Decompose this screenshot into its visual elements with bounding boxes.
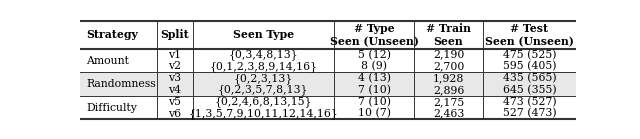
Text: Split: Split [161,29,189,40]
Text: 10 (7): 10 (7) [358,108,390,119]
Text: Amount: Amount [86,56,129,66]
Text: v1: v1 [168,50,181,60]
Text: Strategy: Strategy [86,29,138,40]
Text: Difficulty: Difficulty [86,103,137,113]
Text: v4: v4 [168,85,181,95]
Text: 8 (9): 8 (9) [361,61,387,72]
Text: 645 (355): 645 (355) [502,85,556,95]
Text: Seen Type: Seen Type [233,29,294,40]
Text: {1,3,5,7,9,10,11,12,14,16}: {1,3,5,7,9,10,11,12,14,16} [188,108,338,119]
Text: 473 (527): 473 (527) [502,97,556,107]
Text: 1,928: 1,928 [433,73,464,83]
Text: # Test
Seen (Unseen): # Test Seen (Unseen) [485,23,574,47]
Text: {0,2,4,6,8,13,15}: {0,2,4,6,8,13,15} [214,96,312,107]
Text: 2,190: 2,190 [433,50,464,60]
Bar [80,96,576,119]
Text: {0,1,2,3,8,9,14,16}: {0,1,2,3,8,9,14,16} [209,61,317,72]
Text: {0,3,4,8,13}: {0,3,4,8,13} [228,49,298,60]
Text: 2,175: 2,175 [433,97,464,107]
Text: 4 (13): 4 (13) [358,73,390,83]
Text: 2,463: 2,463 [433,109,464,119]
Text: {0,2,3,5,7,8,13}: {0,2,3,5,7,8,13} [218,85,308,95]
Text: 7 (10): 7 (10) [358,97,390,107]
Text: 2,896: 2,896 [433,85,464,95]
Text: # Train
Seen: # Train Seen [426,23,471,47]
Text: v5: v5 [168,97,181,107]
Text: v6: v6 [168,109,181,119]
Text: 475 (525): 475 (525) [502,49,556,60]
Text: # Type
Seen (Unseen): # Type Seen (Unseen) [330,23,419,47]
Bar [80,49,576,72]
Text: v3: v3 [168,73,181,83]
Text: 2,700: 2,700 [433,61,464,71]
Text: 435 (565): 435 (565) [502,73,556,83]
Text: v2: v2 [168,61,181,71]
Text: Randomness: Randomness [86,79,156,89]
Text: 5 (12): 5 (12) [358,49,390,60]
Text: 595 (405): 595 (405) [502,61,556,72]
Bar [80,72,576,96]
Text: 7 (10): 7 (10) [358,85,390,95]
Text: {0,2,3,13}: {0,2,3,13} [234,73,293,84]
Text: 527 (473): 527 (473) [502,108,556,119]
